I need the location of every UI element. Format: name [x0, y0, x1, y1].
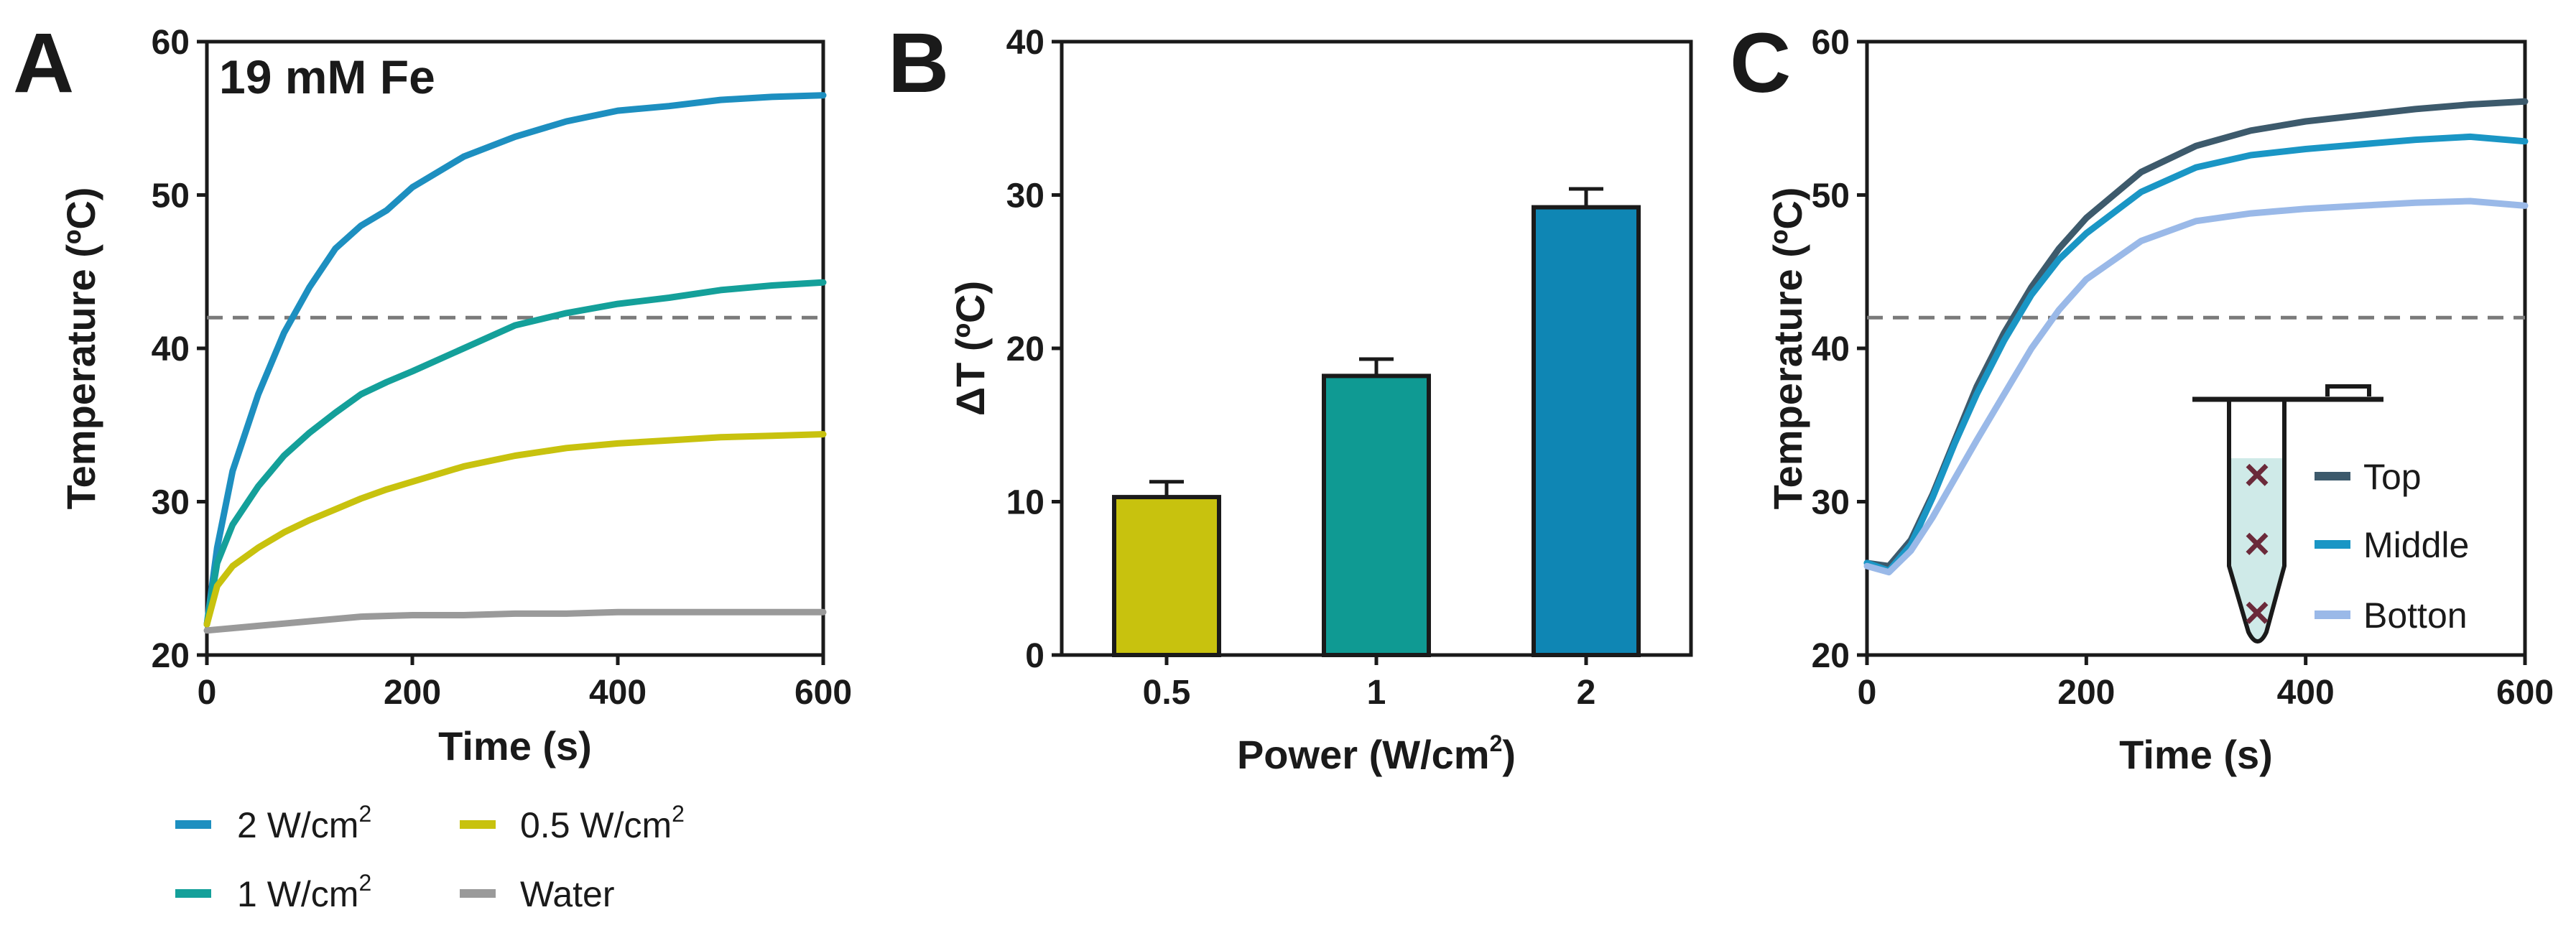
a-y-tick-label-40: 40 — [152, 330, 190, 368]
panel-a-y-ticks: 20 30 40 50 60 — [152, 24, 207, 675]
panel-a-x-ticks: 0 200 400 600 — [198, 655, 852, 712]
b-y-tick-label-30: 30 — [1006, 177, 1044, 215]
panel-b-y-ticks: 0 10 20 30 40 — [1006, 24, 1062, 675]
tube-mark-top: × — [2244, 450, 2270, 500]
c-x-tick-label-600: 600 — [2496, 674, 2554, 712]
panel-a-annotation: 19 mM Fe — [219, 50, 435, 103]
c-y-tick-label-20: 20 — [1812, 637, 1850, 675]
c-series-line-middle — [1863, 133, 2529, 575]
c-y-tick-label-40: 40 — [1812, 330, 1850, 368]
b-y-tick-label-40: 40 — [1006, 24, 1044, 62]
panel-a-x-axis-title: Time (s) — [438, 723, 592, 768]
panel-b-letter: B — [888, 16, 949, 111]
legend-label-water: Water — [520, 874, 615, 914]
b-bar-2 — [1532, 205, 1641, 657]
panel-c-legend: Top Middle Botton — [2315, 457, 2469, 636]
tube-illustration: × × × — [2192, 384, 2383, 644]
tube-mark-bottom: × — [2244, 588, 2270, 638]
a-x-tick-label-0: 0 — [198, 674, 217, 712]
legend-label-1wcm2: 1 W/cm2 — [237, 870, 371, 914]
panel-a-y-axis-title: Temperature (ºC) — [58, 187, 103, 510]
a-y-tick-label-30: 30 — [152, 484, 190, 522]
panel-c-y-ticks: 20 30 40 50 60 — [1812, 24, 1867, 675]
c-x-tick-label-200: 200 — [2057, 674, 2115, 712]
legend-label-05wcm2: 0.5 W/cm2 — [520, 801, 685, 845]
c-series-line-top — [1863, 98, 2529, 570]
b-y-tick-label-20: 20 — [1006, 330, 1044, 368]
a-x-tick-label-400: 400 — [589, 674, 647, 712]
tube-liquid — [2229, 458, 2284, 641]
panel-b-x-axis-title: Power (W/cm2) — [1237, 730, 1516, 777]
c-x-tick-label-0: 0 — [1858, 674, 1877, 712]
b-x-tick-label-1: 1 — [1367, 674, 1386, 712]
c-y-tick-label-60: 60 — [1812, 24, 1850, 62]
panel-b-y-axis-title: ΔT (ºC) — [948, 281, 993, 416]
a-y-tick-label-60: 60 — [152, 24, 190, 62]
panel-b-x-ticks: 0.5 1 2 — [1143, 655, 1596, 712]
b-bar-0-5 — [1112, 495, 1221, 657]
a-series-line-water — [203, 608, 827, 634]
panel-a-letter: A — [13, 16, 74, 111]
c-y-tick-label-30: 30 — [1812, 484, 1850, 522]
legend-label-botton: Botton — [2363, 595, 2468, 636]
a-x-tick-label-200: 200 — [384, 674, 441, 712]
a-y-tick-label-50: 50 — [152, 177, 190, 215]
panel-c: C 20 30 40 50 60 0 200 400 600 Time (s) Tempera… — [1730, 16, 2554, 777]
b-x-tick-label-0-5: 0.5 — [1143, 674, 1191, 712]
panel-c-letter: C — [1730, 16, 1791, 111]
a-y-tick-label-20: 20 — [152, 637, 190, 675]
tube-cap — [2325, 384, 2371, 396]
b-y-tick-label-0: 0 — [1025, 637, 1044, 675]
panel-a: A 20 30 40 50 60 0 200 400 600 19 mM Fe Time (s… — [13, 16, 852, 914]
b-x-tick-label-2: 2 — [1577, 674, 1596, 712]
panel-b-bars — [1112, 187, 1641, 657]
legend-label-middle: Middle — [2363, 525, 2469, 565]
c-y-tick-label-50: 50 — [1812, 177, 1850, 215]
a-series-line-2-w-cm2 — [203, 92, 827, 628]
panel-a-series — [203, 92, 827, 634]
panel-a-legend: 2 W/cm2 0.5 W/cm2 1 W/cm2 Water — [175, 801, 685, 914]
panel-c-series — [1863, 98, 2529, 576]
c-series-line-botton — [1863, 198, 2529, 576]
a-x-tick-label-600: 600 — [794, 674, 852, 712]
legend-label-2wcm2: 2 W/cm2 — [237, 801, 371, 845]
tube-mark-middle: × — [2244, 519, 2270, 569]
panel-c-y-axis-title: Temperature (ºC) — [1765, 187, 1810, 510]
b-y-tick-label-10: 10 — [1006, 484, 1044, 522]
c-x-tick-label-400: 400 — [2277, 674, 2335, 712]
a-series-line-1-w-cm2 — [203, 279, 827, 628]
panel-c-x-ticks: 0 200 400 600 — [1858, 655, 2554, 712]
panel-c-x-axis-title: Time (s) — [2119, 732, 2273, 777]
a-series-line-0-5-w-cm2 — [203, 431, 827, 628]
panel-b: B 0 10 20 30 40 0.5 1 2 Power (W/cm2) ΔT (ºC) — [888, 16, 1693, 777]
tube-outline — [2227, 399, 2287, 644]
b-bar-1 — [1322, 373, 1431, 657]
legend-label-top: Top — [2363, 457, 2422, 497]
